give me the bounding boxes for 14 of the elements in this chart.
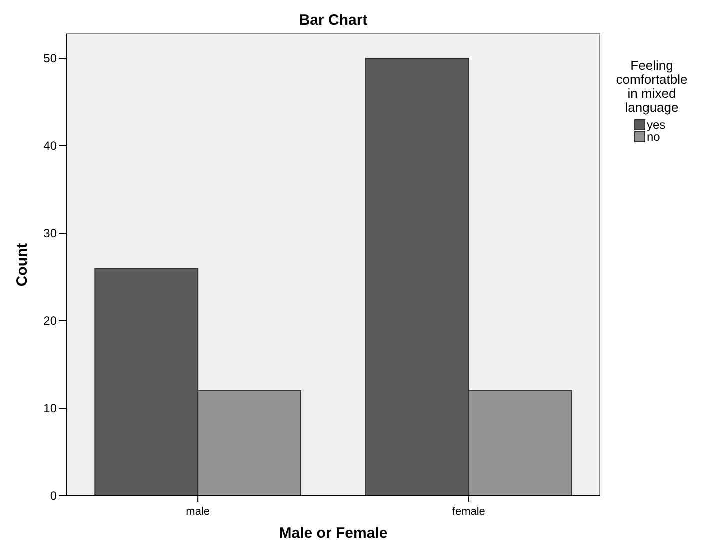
chart-title: Bar Chart: [299, 12, 368, 29]
y-axis-title: Count: [14, 243, 31, 287]
y-tick-label: 20: [44, 314, 58, 328]
x-tick-label: male: [186, 506, 210, 518]
y-tick-label: 0: [50, 489, 58, 504]
y-tick-label: 50: [44, 52, 58, 66]
legend-label: yes: [647, 118, 666, 132]
x-tick-label: female: [452, 506, 486, 518]
y-tick-label: 10: [44, 402, 58, 416]
y-tick-label: 40: [44, 139, 58, 154]
legend-title: Feeling comfortatble in mixed language: [616, 58, 688, 115]
x-axis-title: Male or Female: [279, 525, 388, 542]
legend-label: no: [647, 130, 661, 144]
y-tick-label: 30: [44, 226, 58, 241]
